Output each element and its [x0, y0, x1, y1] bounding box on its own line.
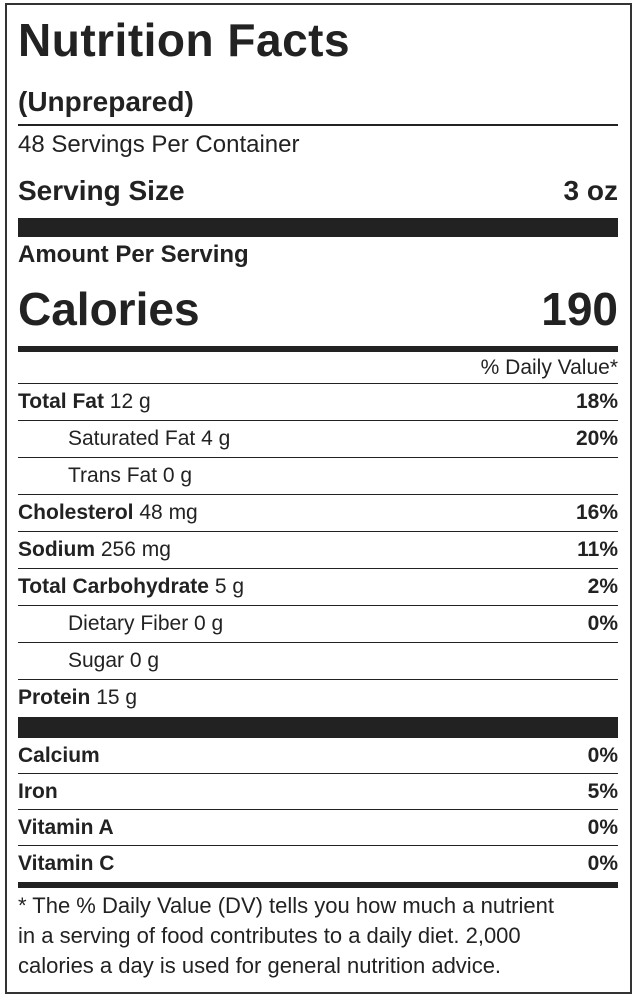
nutrient-name: Total Carbohydrate: [18, 575, 209, 598]
vitamin-row: Calcium 0%: [18, 738, 618, 774]
divider: [18, 882, 618, 888]
nutrient: Saturated Fat 4 g: [68, 421, 230, 457]
title: Nutrition Facts: [18, 14, 351, 66]
subtitle: (Unprepared): [18, 80, 618, 126]
nutrient-dv: 20%: [575, 427, 618, 450]
nutrient-name: Saturated Fat: [68, 427, 196, 450]
nutrient-row: Total Fat 12 g 18%: [18, 384, 618, 421]
calories-label: Calories: [18, 283, 200, 335]
nutrient-dv: 11%: [577, 538, 618, 561]
nutrient-name: Sodium: [18, 538, 95, 561]
footnote-line: * The % Daily Value (DV) tells you how m…: [18, 893, 554, 918]
vitamin-row: Iron 5%: [18, 774, 618, 810]
nutrient-dv: 2%: [587, 575, 618, 598]
nutrient-amount: 0 g: [129, 649, 160, 672]
nutrient: Total Fat 12 g: [18, 384, 151, 420]
nutrient-name: Dietary Fiber: [68, 612, 189, 635]
footnote: * The % Daily Value (DV) tells you how m…: [18, 888, 618, 981]
nutrient-name: Protein: [18, 686, 91, 709]
vitamin-dv: 0%: [587, 852, 618, 875]
nutrient-list: Total Fat 12 g 18% Saturated Fat 4 g 20% Tra…: [18, 384, 618, 717]
nutrient-dv: 0%: [587, 612, 618, 635]
vitamin-dv: 0%: [587, 816, 618, 839]
footnote-line: calories a day is used for general nutri…: [18, 953, 502, 978]
nutrient: Sodium 256 mg: [18, 532, 171, 568]
nutrient-amount: 12 g: [109, 390, 151, 413]
vitamin-name: Vitamin C: [18, 852, 115, 875]
divider: [18, 218, 618, 237]
nutrient-name: Trans Fat: [68, 464, 158, 487]
nutrient-row: Total Carbohydrate 5 g 2%: [18, 569, 618, 606]
nutrient-amount: 48 mg: [139, 501, 198, 524]
divider: [18, 346, 618, 352]
nutrient-dv: 16%: [575, 501, 618, 524]
vitamin-dv: 0%: [587, 744, 618, 767]
vitamin-name: Vitamin A: [18, 816, 114, 839]
nutrient-row: Cholesterol 48 mg 16%: [18, 495, 618, 532]
nutrition-label: Nutrition Facts (Unprepared) 48 Servings…: [18, 0, 618, 981]
divider: [18, 717, 618, 738]
nutrient-name: Cholesterol: [18, 501, 134, 524]
calories-value: 190: [541, 283, 618, 335]
nutrient-amount: 0 g: [194, 612, 224, 635]
nutrient-amount: 0 g: [162, 464, 193, 487]
calories-row: Calories 190: [18, 273, 618, 346]
nutrient-amount: 5 g: [214, 575, 245, 598]
nutrient-row: Trans Fat 0 g: [18, 458, 618, 495]
nutrient-dv: 18%: [575, 390, 618, 413]
nutrient-row: Saturated Fat 4 g 20%: [18, 421, 618, 458]
servings: 48 Servings Per Container: [18, 131, 300, 158]
nutrient-amount: 4 g: [201, 427, 231, 450]
nutrient: Protein 15 g: [18, 680, 137, 717]
nutrient-row: Dietary Fiber 0 g 0%: [18, 606, 618, 643]
serving-size: 3 oz: [563, 175, 618, 206]
nutrient: Trans Fat 0 g: [68, 458, 192, 494]
nutrient-row: Sodium 256 mg 11%: [18, 532, 618, 569]
nutrient: Total Carbohydrate 5 g: [18, 569, 244, 605]
label-frame: [5, 3, 632, 994]
amount-heading: Amount Per Serving: [18, 241, 249, 268]
nutrient-amount: 15 g: [96, 686, 138, 709]
nutrient-name: Total Fat: [18, 390, 104, 413]
vitamin-list: Calcium 0% Iron 5% Vitamin A 0% Vitamin C 0%: [18, 738, 618, 882]
vitamin-name: Calcium: [18, 744, 100, 767]
vitamin-name: Iron: [18, 780, 58, 803]
footnote-line: in a serving of food contributes to a da…: [18, 923, 521, 948]
vitamin-row: Vitamin A 0%: [18, 810, 618, 846]
nutrient-row: Protein 15 g: [18, 680, 618, 717]
nutrient-row: Sugar 0 g: [18, 643, 618, 680]
nutrient-amount: 256 mg: [100, 538, 171, 561]
nutrient: Sugar 0 g: [68, 643, 159, 679]
nutrient: Cholesterol 48 mg: [18, 495, 198, 531]
serving-size-row: Serving Size 3 oz: [18, 164, 618, 218]
nutrient-name: Sugar: [68, 649, 125, 672]
nutrient: Dietary Fiber 0 g: [68, 606, 223, 642]
daily-value-heading: % Daily Value*: [18, 352, 618, 384]
vitamin-row: Vitamin C 0%: [18, 846, 618, 882]
serving-size-label: Serving Size: [18, 175, 185, 206]
vitamin-dv: 5%: [587, 780, 618, 803]
